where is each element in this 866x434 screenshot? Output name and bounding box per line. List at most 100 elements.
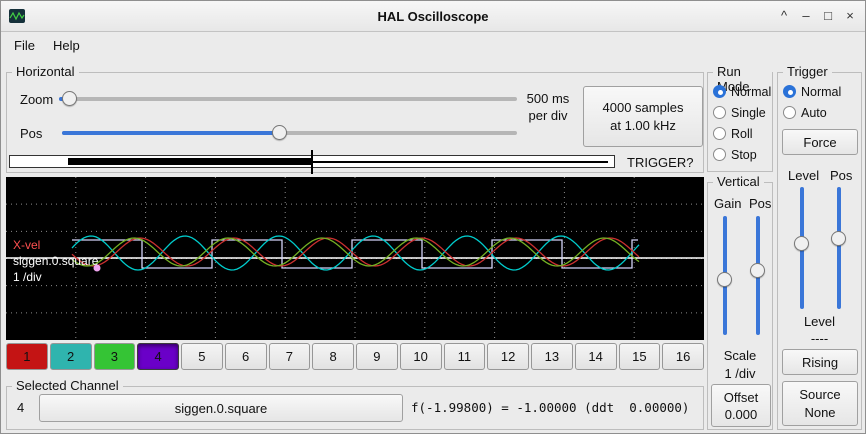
slider-handle[interactable] <box>717 272 732 288</box>
slider-track <box>59 97 517 101</box>
run-mode-single[interactable]: Single <box>708 102 772 123</box>
channel-button-6[interactable]: 6 <box>224 343 267 370</box>
menu-file[interactable]: File <box>14 37 35 53</box>
scope-canvas: X-vel siggen.0.square 1 /div <box>6 177 704 340</box>
window-title: HAL Oscilloscope <box>377 8 489 24</box>
trace-sine-red <box>71 237 640 267</box>
offset-caption: Offset <box>723 389 759 405</box>
scale-value: 1 /div <box>724 366 756 381</box>
gain-slider[interactable] <box>716 216 734 335</box>
channel-button-9[interactable]: 9 <box>356 343 398 370</box>
radio-icon <box>713 85 726 98</box>
channel-button-2[interactable]: 2 <box>49 343 92 370</box>
zoom-slider[interactable] <box>59 90 517 108</box>
trigger-status-text: TRIGGER? <box>627 155 694 170</box>
trace-square <box>72 239 638 269</box>
channel-button-12[interactable]: 12 <box>487 343 529 370</box>
slider-handle[interactable] <box>831 231 846 247</box>
trace-sine-green <box>71 237 640 267</box>
horizontal-section-label: Horizontal <box>12 64 79 79</box>
horizontal-pos-label: Pos <box>20 126 43 141</box>
close-button-icon[interactable]: × <box>846 8 854 23</box>
trigger-mode-auto[interactable]: Auto <box>778 102 861 123</box>
scope-label-1: siggen.0.square <box>13 254 99 268</box>
radio-icon <box>713 127 726 140</box>
slider-fill <box>62 131 281 135</box>
slider-track <box>837 187 841 309</box>
record-line <box>67 161 608 163</box>
force-button[interactable]: Force <box>782 129 858 155</box>
maximize-button-icon[interactable]: □ <box>824 8 832 23</box>
selected-channel-readout: f(-1.99800) = -1.00000 (ddt 0.00000) <box>411 400 690 415</box>
radio-label: Normal <box>801 84 842 99</box>
titlebar[interactable]: HAL Oscilloscope ^ – □ × <box>1 1 865 32</box>
slider-track <box>62 131 517 135</box>
trigger-source-button[interactable]: Source None <box>782 381 858 426</box>
trigger-mode-normal[interactable]: Normal <box>778 81 861 102</box>
trace-sine-cyan <box>71 235 640 271</box>
selected-channel-label: Selected Channel <box>12 378 123 393</box>
gain-heading: Gain <box>714 196 742 211</box>
trigger-pos-heading: Pos <box>830 168 853 183</box>
channel-button-11[interactable]: 11 <box>443 343 486 370</box>
minimize-button-icon[interactable]: – <box>802 8 810 23</box>
slider-handle[interactable] <box>794 236 809 252</box>
radio-label: Roll <box>731 126 753 141</box>
record-position-bar <box>9 150 615 174</box>
run-mode-stop[interactable]: Stop <box>708 144 772 165</box>
trigger-level-slider[interactable] <box>793 187 811 309</box>
probe-marker <box>93 264 101 272</box>
radio-icon <box>713 106 726 119</box>
channel-button-row: 1 2 3 4 5 6 7 8 9 10 11 12 13 14 15 16 <box>6 343 704 370</box>
menu-help[interactable]: Help <box>52 37 80 53</box>
vertical-pos-slider[interactable] <box>749 216 767 335</box>
shade-button-icon[interactable]: ^ <box>780 8 788 23</box>
source-value: None <box>804 404 836 420</box>
radio-icon <box>783 85 796 98</box>
trigger-level-value: ---- <box>810 331 829 346</box>
channel-button-3[interactable]: 3 <box>93 343 136 370</box>
slider-handle[interactable] <box>272 125 288 140</box>
channel-button-10[interactable]: 10 <box>399 343 442 370</box>
selected-channel-section: Selected Channel 4 siggen.0.square f(-1.… <box>6 378 704 430</box>
run-mode-roll[interactable]: Roll <box>708 123 772 144</box>
trigger-pos-slider[interactable] <box>830 187 848 309</box>
channel-button-8[interactable]: 8 <box>312 343 354 370</box>
horizontal-pos-slider[interactable] <box>62 124 517 142</box>
channel-button-13[interactable]: 13 <box>531 343 573 370</box>
samples-button[interactable]: 4000 samples at 1.00 kHz <box>583 86 703 147</box>
radio-label: Auto <box>801 105 827 120</box>
channel-button-14[interactable]: 14 <box>574 343 617 370</box>
run-mode-normal[interactable]: Normal <box>708 81 772 102</box>
scope-display[interactable]: X-vel siggen.0.square 1 /div <box>6 177 704 340</box>
radio-icon <box>713 148 726 161</box>
offset-value: 0.000 <box>724 406 758 422</box>
slider-handle[interactable] <box>62 91 78 106</box>
channel-button-7[interactable]: 7 <box>268 343 311 370</box>
scope-label-2: 1 /div <box>13 270 42 284</box>
radio-label: Single <box>731 105 766 120</box>
zoom-label: Zoom <box>20 92 54 107</box>
offset-button[interactable]: Offset 0.000 <box>711 384 771 427</box>
vertical-label: Vertical <box>713 174 764 189</box>
run-mode-section: Run Mode Normal Single Roll Stop <box>707 64 773 172</box>
slider-handle[interactable] <box>750 262 765 278</box>
channel-button-5[interactable]: 5 <box>181 343 223 370</box>
radio-label: Normal <box>731 84 772 99</box>
source-caption: Source <box>799 386 841 402</box>
trigger-section: Trigger Normal Auto Force Level Pos Level… <box>777 64 862 430</box>
record-position-marker[interactable] <box>311 150 313 174</box>
channel-button-4[interactable]: 4 <box>137 343 179 370</box>
trigger-level-caption: Level <box>803 314 836 329</box>
selected-channel-number: 4 <box>17 400 25 415</box>
channel-button-1[interactable]: 1 <box>6 343 48 370</box>
scale-caption: Scale <box>723 348 757 363</box>
time-per-div-value: 500 ms <box>526 91 570 106</box>
menubar: File Help <box>1 32 865 58</box>
record-view-window <box>67 158 312 165</box>
channel-button-16[interactable]: 16 <box>662 343 704 370</box>
selected-channel-pin-button[interactable]: siggen.0.square <box>39 394 403 422</box>
trigger-edge-button[interactable]: Rising <box>782 349 858 375</box>
channel-button-15[interactable]: 15 <box>618 343 661 370</box>
